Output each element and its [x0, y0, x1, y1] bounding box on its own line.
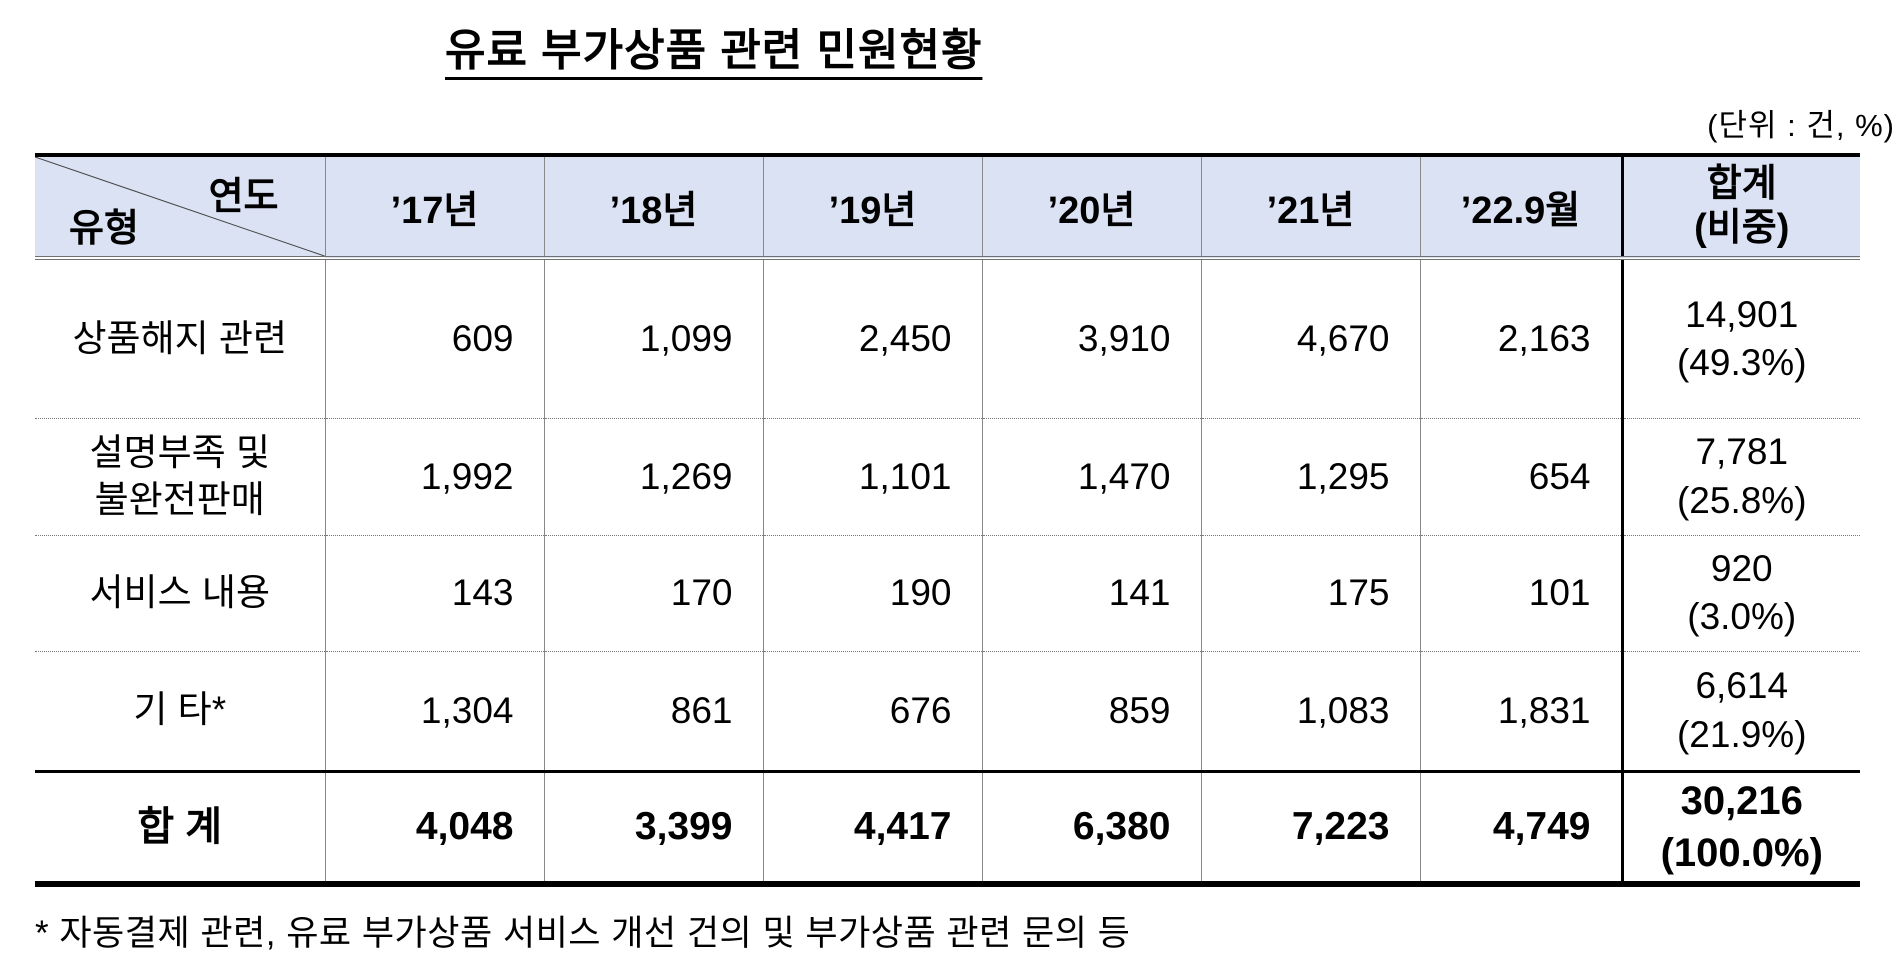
value-cell: 3,399	[543, 769, 763, 884]
value-cell: 170	[543, 534, 763, 651]
row-label: 기 타*	[35, 650, 325, 771]
value-cell: 4,048	[324, 769, 544, 884]
col-header-year-22-9: ’22.9월	[1419, 155, 1622, 260]
table-row-grand-total: 합 계 4,048 3,399 4,417 6,380 7,223 4,749 …	[35, 769, 1860, 884]
col-header-year-18: ’18년	[543, 155, 763, 260]
footnote: * 자동결제 관련, 유료 부가상품 서비스 개선 건의 및 부가상품 관련 문…	[35, 914, 1131, 953]
corner-label-year: 연도	[208, 176, 279, 218]
col-header-total-line2: (비중)	[1694, 206, 1790, 249]
value-cell: 1,992	[324, 417, 544, 535]
value-cell: 1,470	[981, 417, 1201, 535]
value-cell: 1,304	[324, 650, 544, 771]
total-cell: 920 (3.0%)	[1620, 534, 1860, 651]
total-cell: 7,781 (25.8%)	[1620, 417, 1860, 535]
diagonal-line-icon	[35, 157, 325, 256]
col-header-year-21: ’21년	[1200, 155, 1420, 260]
value-cell: 7,223	[1200, 769, 1420, 884]
total-cell: 14,901 (49.3%)	[1620, 258, 1860, 418]
total-value: 14,901	[1685, 293, 1799, 335]
corner-cell: 연도 유형	[35, 155, 325, 260]
value-cell: 190	[762, 534, 982, 651]
total-value: 920	[1710, 547, 1773, 589]
value-cell: 4,670	[1200, 258, 1420, 418]
value-cell: 1,295	[1200, 417, 1420, 535]
total-cell: 6,614 (21.9%)	[1620, 650, 1860, 771]
col-header-year-20: ’20년	[981, 155, 1201, 260]
value-cell: 861	[543, 650, 763, 771]
table-row-service-content: 서비스 내용 143 170 190 141 175 101 920 (3.0%…	[35, 534, 1860, 651]
col-header-total-line1: 합계	[1706, 162, 1777, 205]
value-cell: 1,083	[1200, 650, 1420, 771]
value-cell: 609	[324, 258, 544, 418]
value-cell: 1,099	[543, 258, 763, 418]
value-cell: 175	[1200, 534, 1420, 651]
value-cell: 676	[762, 650, 982, 771]
total-value: 6,614	[1695, 665, 1789, 707]
total-share: (25.8%)	[1676, 479, 1807, 521]
total-value: 30,216	[1680, 778, 1803, 823]
table-row-cancellation: 상품해지 관련 609 1,099 2,450 3,910 4,670 2,16…	[35, 258, 1860, 418]
complaints-table: 연도 유형 ’17년 ’18년 ’19년 ’20년 ’21년 ’22.9월 합계…	[35, 153, 1860, 887]
value-cell: 143	[324, 534, 544, 651]
corner-label-type: 유형	[69, 208, 139, 250]
col-header-year-17: ’17년	[324, 155, 544, 260]
col-header-year-19: ’19년	[762, 155, 982, 260]
value-cell: 6,380	[981, 769, 1201, 884]
total-cell: 30,216 (100.0%)	[1620, 769, 1860, 884]
value-cell: 4,417	[762, 769, 982, 884]
value-cell: 1,269	[543, 417, 763, 535]
total-share: (49.3%)	[1676, 341, 1807, 383]
title-wrap: 유료 부가상품 관련 민원현황	[35, 14, 1895, 78]
value-cell: 2,450	[762, 258, 982, 418]
total-share: (21.9%)	[1676, 713, 1807, 755]
value-cell: 2,163	[1419, 258, 1622, 418]
total-value: 7,781	[1695, 431, 1789, 473]
row-label: 설명부족 및 불완전판매	[35, 417, 325, 535]
total-share: (3.0%)	[1687, 596, 1797, 637]
value-cell: 654	[1419, 417, 1622, 535]
value-cell: 1,831	[1419, 650, 1622, 771]
value-cell: 141	[981, 534, 1201, 651]
table-row-others: 기 타* 1,304 861 676 859 1,083 1,831 6,614…	[35, 650, 1860, 771]
page-title: 유료 부가상품 관련 민원현황	[445, 26, 983, 75]
value-cell: 1,101	[762, 417, 982, 535]
value-cell: 3,910	[981, 258, 1201, 418]
unit-note: (단위 : 건, %)	[1707, 108, 1895, 143]
table-row-misselling: 설명부족 및 불완전판매 1,992 1,269 1,101 1,470 1,2…	[35, 417, 1860, 535]
value-cell: 4,749	[1419, 769, 1622, 884]
row-label: 상품해지 관련	[72, 317, 288, 359]
total-share: (100.0%)	[1660, 830, 1823, 875]
col-header-total: 합계 (비중)	[1620, 155, 1860, 260]
value-cell: 859	[981, 650, 1201, 771]
value-cell: 101	[1419, 534, 1622, 651]
header-row: 연도 유형 ’17년 ’18년 ’19년 ’20년 ’21년 ’22.9월 합계…	[35, 155, 1860, 260]
row-label-total: 합 계	[35, 769, 325, 884]
row-label: 서비스 내용	[35, 534, 325, 651]
